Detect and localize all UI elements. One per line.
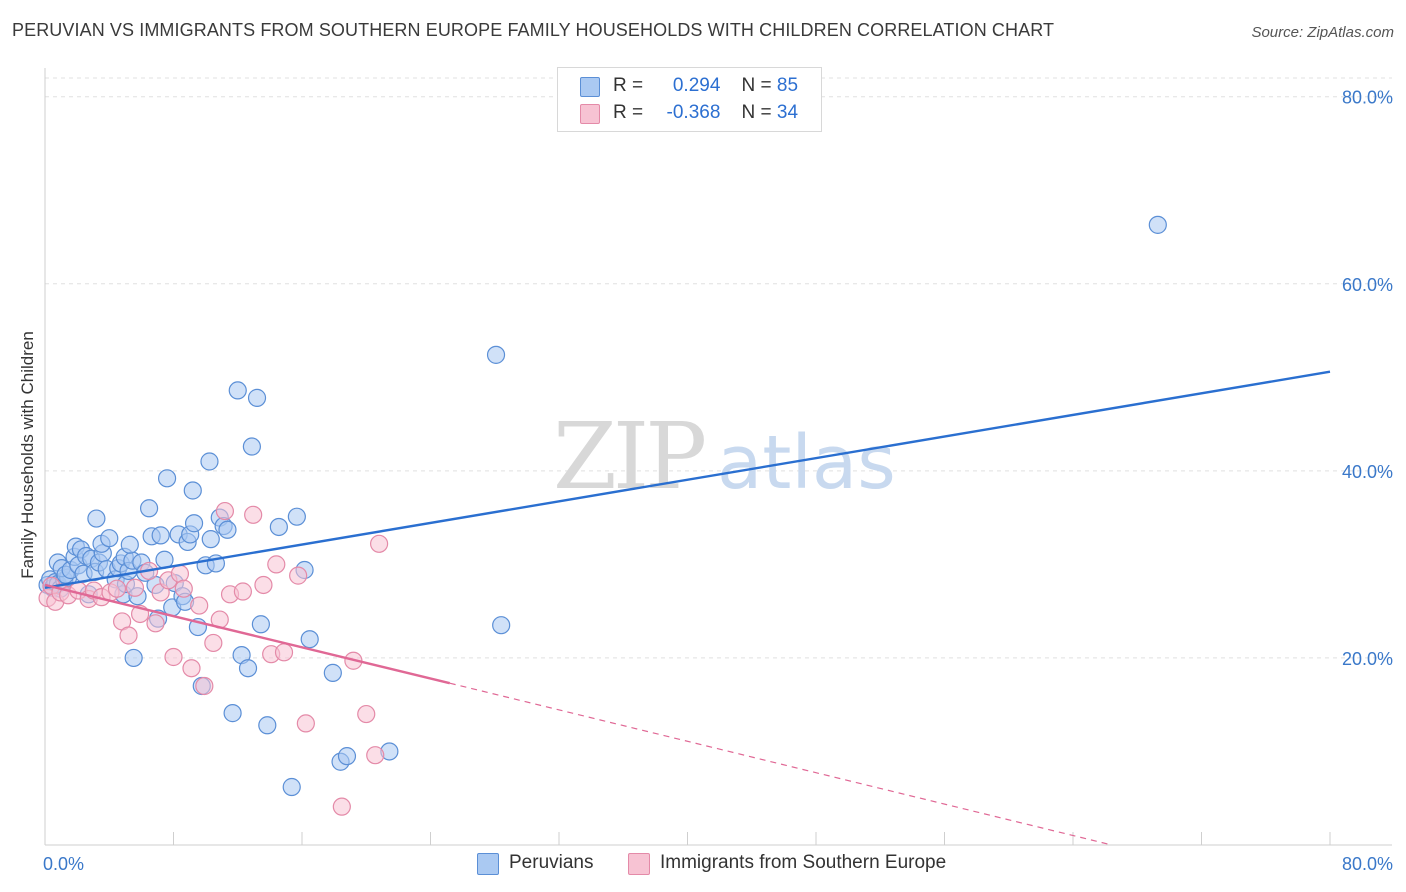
legend-r-value: 0.294 — [672, 75, 721, 96]
chart-title: PERUVIAN VS IMMIGRANTS FROM SOUTHERN EUR… — [12, 20, 1055, 40]
immigrant-point[interactable] — [366, 746, 385, 765]
peruvian-point[interactable] — [238, 659, 258, 678]
peruvian-point[interactable] — [157, 469, 177, 488]
peruvian-point[interactable] — [300, 630, 319, 649]
peruvian-point[interactable] — [282, 777, 301, 797]
peruvian-point[interactable] — [151, 526, 170, 545]
legend-n-value: 34 — [776, 102, 799, 123]
legend-n-value: 85 — [776, 75, 799, 96]
stats-legend: R = 0.294 N = 85 R = -0.368 N = 34 — [557, 67, 822, 132]
peruvian-point[interactable] — [100, 529, 119, 548]
legend-swatch-peruvians — [477, 853, 499, 875]
immigrant-point[interactable] — [204, 633, 223, 653]
y-tick-label: 60.0% — [1342, 275, 1393, 295]
immigrants-trend-extension — [449, 682, 1112, 846]
immigrant-point[interactable] — [296, 714, 315, 733]
peruvian-point[interactable] — [201, 530, 220, 549]
watermark-zip: ZIP — [553, 403, 704, 510]
peruvian-point[interactable] — [223, 704, 242, 723]
peruvian-point[interactable] — [87, 509, 106, 528]
immigrant-point[interactable] — [164, 647, 183, 667]
peruvian-point[interactable] — [228, 381, 247, 400]
legend-r-label: R = — [613, 102, 644, 123]
immigrant-point[interactable] — [195, 676, 214, 696]
peruvian-point[interactable] — [337, 747, 357, 766]
immigrant-point[interactable] — [332, 797, 351, 816]
legend-swatch-peruvians — [580, 77, 600, 97]
immigrant-point[interactable] — [370, 534, 389, 553]
peruvian-point[interactable] — [183, 481, 202, 500]
peruvian-point[interactable] — [251, 615, 270, 634]
peruvian-point[interactable] — [492, 616, 511, 635]
x-tick-label: 80.0% — [1342, 854, 1393, 874]
legend-swatch-immigrants — [628, 853, 650, 875]
immigrant-point[interactable] — [274, 643, 294, 662]
immigrant-point[interactable] — [233, 582, 252, 601]
watermark: ZIP atlas — [553, 403, 896, 510]
watermark-atlas: atlas — [717, 420, 896, 506]
immigrant-point[interactable] — [107, 579, 127, 598]
peruvian-point[interactable] — [247, 388, 267, 407]
legend-text-peruvians: R = 0.294 N = 85 — [613, 75, 798, 97]
immigrant-point[interactable] — [119, 626, 138, 645]
peruvians-trend-line — [44, 370, 1331, 589]
legend-label-immigrants: Immigrants from Southern Europe — [660, 852, 947, 873]
peruvian-point[interactable] — [218, 520, 237, 539]
immigrant-point[interactable] — [267, 555, 286, 574]
legend-label-peruvians: Peruvians — [509, 852, 594, 873]
trend-lines — [44, 370, 1331, 846]
peruvian-point[interactable] — [184, 514, 204, 533]
immigrant-point[interactable] — [289, 566, 308, 585]
peruvian-point[interactable] — [124, 648, 143, 668]
immigrant-point[interactable] — [254, 575, 273, 595]
immigrant-point[interactable] — [357, 704, 376, 724]
immigrant-point[interactable] — [182, 659, 201, 678]
immigrant-point[interactable] — [215, 501, 234, 521]
peruvian-point[interactable] — [258, 716, 277, 735]
peruvian-point[interactable] — [139, 499, 159, 518]
legend-r-value: -0.368 — [666, 102, 721, 123]
immigrant-point[interactable] — [244, 505, 263, 524]
legend-n-label: N = — [741, 102, 772, 123]
legend-swatch-immigrants — [580, 104, 600, 124]
peruvian-point[interactable] — [1148, 215, 1167, 234]
y-tick-label: 20.0% — [1342, 649, 1393, 669]
y-tick-label: 80.0% — [1342, 88, 1393, 108]
immigrant-point[interactable] — [125, 578, 145, 597]
immigrants-trend-line — [44, 583, 451, 685]
tick-labels: 20.0% 40.0% 60.0% 80.0% 0.0% 80.0% — [43, 88, 1393, 874]
grid — [45, 77, 1392, 659]
peruvian-point[interactable] — [486, 345, 506, 364]
legend-n-label: N = — [741, 75, 772, 96]
legend-r-label: R = — [613, 75, 644, 96]
peruvian-point[interactable] — [269, 517, 288, 537]
legend-text-immigrants: R = -0.368 N = 34 — [613, 102, 798, 124]
x-tick-label: 0.0% — [43, 854, 84, 874]
peruvian-point[interactable] — [242, 437, 261, 456]
immigrant-point[interactable] — [174, 579, 193, 598]
source-label: Source: ZipAtlas.com — [1251, 24, 1394, 41]
peruvian-point[interactable] — [287, 507, 306, 526]
immigrant-point[interactable] — [146, 614, 165, 633]
peruvian-point[interactable] — [200, 452, 219, 471]
immigrant-point[interactable] — [170, 564, 190, 583]
y-tick-label: 40.0% — [1342, 462, 1393, 482]
axes — [44, 68, 1392, 846]
peruvian-point[interactable] — [120, 535, 139, 554]
immigrant-point[interactable] — [190, 596, 209, 615]
data-points — [38, 215, 1167, 816]
peruvian-point[interactable] — [323, 663, 342, 682]
